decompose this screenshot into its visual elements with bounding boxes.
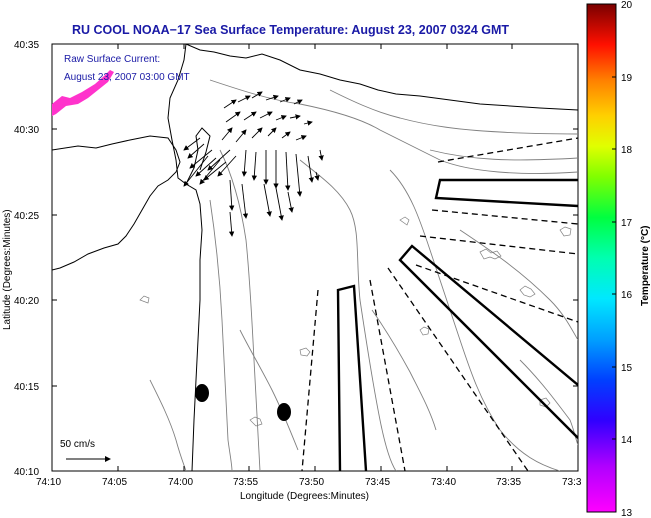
map-title: RU COOL NOAA−17 Sea Surface Temperature:… xyxy=(72,23,509,37)
scale-bar-label: 50 cm/s xyxy=(60,439,95,450)
arrow-icon xyxy=(318,149,324,161)
arrow-icon xyxy=(223,99,237,109)
arrow-icon xyxy=(251,127,263,139)
colorbar-tick-label: 17 xyxy=(621,218,633,229)
arrow-icon xyxy=(281,131,291,139)
y-tick-label: 40:25 xyxy=(14,211,39,222)
x-axis-label: Longitude (Degrees:Minutes) xyxy=(240,491,369,502)
arrow-icon xyxy=(279,97,291,103)
arrow-icon xyxy=(241,149,248,177)
y-tick-label: 40:15 xyxy=(14,382,39,393)
arrow-icon xyxy=(265,94,279,101)
arrow-icon xyxy=(229,179,235,211)
x-tick-label: 74:05 xyxy=(102,477,127,488)
arrow-icon xyxy=(183,155,209,187)
arrow-icon xyxy=(225,111,241,123)
colorbar-label: Temperature (°C) xyxy=(640,226,651,307)
marker-icon xyxy=(195,384,209,402)
arrow-icon xyxy=(221,127,233,141)
y-tick-label: 40:10 xyxy=(14,467,39,478)
bay-outline xyxy=(52,135,181,271)
colorbar-tick-label: 20 xyxy=(621,0,633,11)
arrow-icon xyxy=(195,157,217,177)
arrow-icon xyxy=(303,120,313,126)
arrow-icon xyxy=(275,115,287,121)
colorbar-tick-label: 18 xyxy=(621,145,633,156)
transect-box-southeast xyxy=(398,244,578,439)
arrow-icon xyxy=(289,114,301,120)
colorbar-tick-label: 14 xyxy=(621,435,633,446)
arrow-icon xyxy=(295,135,307,141)
transect-box-south xyxy=(336,284,368,471)
y-tick-label: 40:30 xyxy=(14,125,39,136)
arrow-icon xyxy=(228,211,235,237)
y-tick-label: 40:20 xyxy=(14,296,39,307)
map-content xyxy=(52,44,578,471)
arrow-icon xyxy=(189,149,213,169)
current-vector-field xyxy=(183,91,324,237)
arrow-icon xyxy=(314,171,320,181)
colorbar-tick-label: 16 xyxy=(621,290,633,301)
x-tick-label: 74:10 xyxy=(36,477,61,488)
arrow-icon xyxy=(235,129,247,143)
arrow-icon xyxy=(307,155,314,183)
arrow-icon xyxy=(237,95,251,103)
arrow-icon xyxy=(295,153,303,197)
x-tick-label: 73:40 xyxy=(431,477,456,488)
colorbar-tick-label: 15 xyxy=(621,363,633,374)
colorbar-gradient xyxy=(586,3,617,513)
colorbar-tick-label: 19 xyxy=(621,73,633,84)
y-axis-label: Latitude (Degrees:Minutes) xyxy=(2,209,13,330)
arrow-icon xyxy=(251,151,258,181)
x-tick-label: 74:00 xyxy=(168,477,193,488)
transect-boxes xyxy=(336,178,578,471)
y-axis: 40:35 40:30 40:25 40:20 40:15 40:10 Lati… xyxy=(2,40,578,478)
warm-water-patch xyxy=(52,70,114,116)
arrow-icon xyxy=(275,187,284,221)
northern-shore xyxy=(185,44,578,111)
arrow-icon xyxy=(183,137,201,151)
x-tick-label: 73:3 xyxy=(562,477,582,488)
sector-boundaries xyxy=(301,137,578,471)
x-tick-label: 73:50 xyxy=(299,477,324,488)
arrow-icon xyxy=(187,143,205,159)
colorbar-tick-label: 13 xyxy=(621,508,633,518)
current-annotation-line2: August 23, 2007 03:00 GMT xyxy=(64,72,190,83)
x-tick-label: 73:55 xyxy=(233,477,258,488)
arrow-icon xyxy=(287,191,294,213)
y-tick-label: 40:35 xyxy=(14,40,39,51)
arrow-icon xyxy=(217,155,237,177)
x-tick-label: 73:45 xyxy=(365,477,390,488)
x-tick-label: 73:35 xyxy=(496,477,521,488)
temperature-colorbar: 20 19 18 17 16 15 14 13 Temperature (°C) xyxy=(586,0,651,518)
arrow-icon xyxy=(243,111,257,121)
arrow-icon xyxy=(241,183,249,219)
arrow-icon xyxy=(259,111,273,119)
plot-area xyxy=(51,43,579,472)
x-axis: 74:10 74:05 74:00 73:55 73:50 73:45 73:4… xyxy=(36,44,582,502)
arrow-icon xyxy=(267,127,277,137)
current-annotation-line1: Raw Surface Current: xyxy=(64,54,160,65)
marker-icon xyxy=(277,403,291,421)
arrow-icon xyxy=(293,99,303,105)
bathymetry-detail xyxy=(139,216,572,427)
arrow-icon xyxy=(203,161,227,181)
arrow-icon xyxy=(263,183,272,217)
transect-box-east xyxy=(434,178,578,208)
arrow-icon xyxy=(251,91,263,99)
arrow-icon xyxy=(285,151,291,191)
arrow-icon xyxy=(207,149,231,171)
coastline xyxy=(167,44,203,471)
